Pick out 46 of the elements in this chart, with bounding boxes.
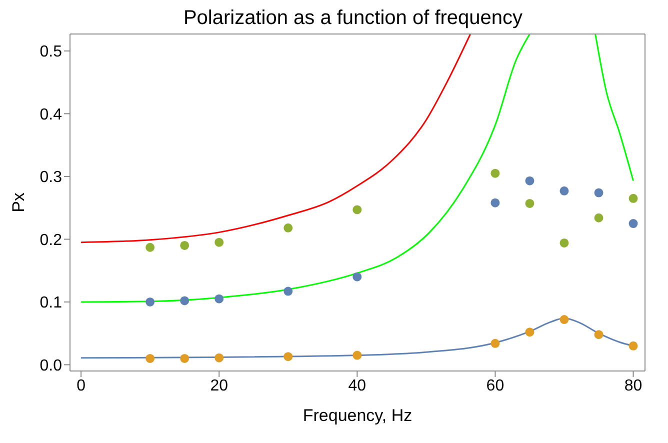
point	[628, 219, 638, 228]
point	[284, 286, 293, 296]
point	[180, 354, 190, 363]
point	[560, 315, 569, 324]
point	[214, 353, 224, 362]
chart-title: Polarization as a function of frequency	[182, 7, 524, 30]
point	[146, 297, 155, 306]
point	[594, 213, 604, 222]
point	[525, 328, 534, 337]
point	[180, 296, 190, 306]
point	[525, 176, 534, 186]
line-series	[594, 34, 634, 182]
point	[594, 330, 604, 340]
x-tick-label: 20	[210, 377, 228, 394]
y-tick-label: 0.3	[40, 169, 62, 186]
y-tick-label: 0.2	[40, 232, 62, 249]
point	[352, 350, 362, 360]
x-axis-title: Frequency, Hz	[302, 406, 412, 425]
point	[352, 272, 362, 282]
point	[525, 198, 534, 208]
point	[180, 240, 190, 250]
point	[284, 352, 293, 362]
point	[214, 238, 224, 247]
x-tick-label: 40	[348, 377, 366, 394]
point	[628, 194, 638, 203]
point	[352, 205, 362, 214]
point	[490, 168, 500, 178]
point	[284, 223, 293, 232]
point	[146, 242, 155, 252]
y-tick-label: 0.0	[40, 357, 62, 374]
x-tick-label: 80	[624, 377, 642, 394]
y-tick-label: 0.4	[40, 106, 62, 124]
x-tick-label: 0	[76, 377, 86, 394]
y-tick-label: 0.1	[40, 294, 62, 312]
point	[490, 338, 500, 348]
y-tick-label: 0.5	[40, 44, 62, 61]
point	[214, 294, 224, 304]
point	[594, 188, 604, 198]
point	[560, 186, 569, 196]
line-series	[80, 34, 472, 244]
point	[146, 354, 155, 363]
y-axis-title: Px	[9, 192, 28, 212]
point	[560, 238, 569, 248]
point	[490, 198, 500, 208]
x-tick-label: 60	[486, 377, 504, 394]
point	[628, 341, 638, 350]
